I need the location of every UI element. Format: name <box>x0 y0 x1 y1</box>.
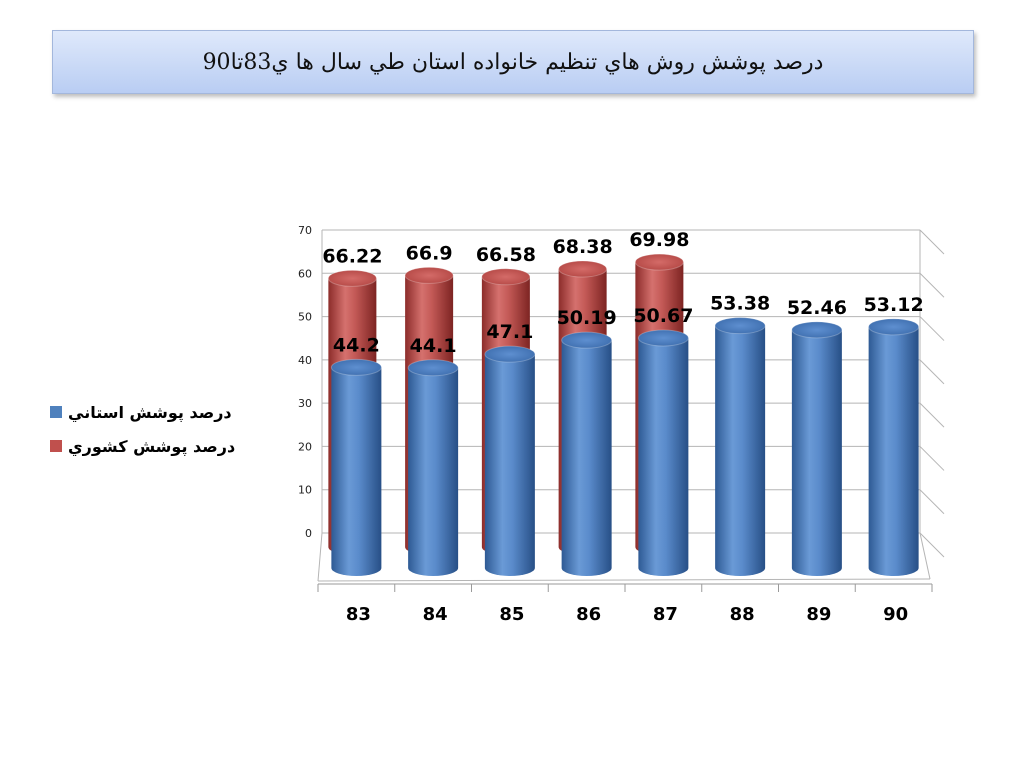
floor-front <box>317 578 931 582</box>
y-tick-label: 10 <box>298 484 312 497</box>
bar-provincial-body <box>791 329 842 576</box>
bar-provincial-top <box>407 359 459 377</box>
bar-provincial <box>561 331 613 576</box>
legend-swatch-blue <box>50 406 62 418</box>
gridline-side <box>919 316 945 341</box>
bar-provincial-body <box>484 354 535 576</box>
bar-provincial-body <box>638 337 689 576</box>
data-label-national: 66.9 <box>406 242 453 264</box>
bar-provincial <box>484 345 536 576</box>
bar-provincial <box>714 317 766 576</box>
x-tick-label: 86 <box>576 604 601 625</box>
bar-national-top <box>481 268 531 286</box>
floor-edge <box>919 532 931 580</box>
x-tick-label: 87 <box>653 604 678 625</box>
bar-provincial-top <box>484 345 536 363</box>
gridline-side <box>919 359 945 385</box>
bar-provincial <box>637 329 689 576</box>
bar-provincial-body <box>868 326 919 576</box>
data-label-national: 66.58 <box>476 244 536 266</box>
gridline-side <box>919 272 945 298</box>
x-tick-label: 89 <box>806 604 831 625</box>
legend-label-provincial: درصد پوشش استاني <box>68 402 232 422</box>
legend-item-national: درصد پوشش كشوري <box>50 429 235 463</box>
legend-label-national: درصد پوشش كشوري <box>68 436 236 456</box>
data-label-provincial: 53.38 <box>710 293 770 315</box>
data-labels: 66.22 66.9 66.58 68.38 69.98 44.2 44.1 47.1 50.1… <box>322 229 923 357</box>
x-tick-label: 90 <box>883 604 908 625</box>
bar-national-top <box>404 266 454 284</box>
data-label-provincial: 47.1 <box>486 321 533 343</box>
y-tick-label: 40 <box>298 354 312 367</box>
data-label-provincial: 50.19 <box>557 307 617 329</box>
bar-provincial <box>868 318 920 576</box>
gridline-side <box>919 229 945 255</box>
data-label-provincial: 50.67 <box>633 305 693 327</box>
legend-item-provincial: درصد پوشش استاني <box>50 395 235 429</box>
bar-national-top <box>327 269 377 287</box>
y-tick-label: 70 <box>298 224 312 237</box>
data-label-national: 66.22 <box>322 245 382 267</box>
title-box: درصد پوشش روش هاي تنظيم خانواده استان طي… <box>52 30 974 94</box>
bar-provincial-top <box>637 329 689 347</box>
data-label-provincial: 53.12 <box>864 294 924 316</box>
legend: درصد پوشش استاني درصد پوشش كشوري <box>50 395 235 463</box>
gridline-side <box>919 489 945 515</box>
x-tick-label: 83 <box>346 604 371 625</box>
gridline-side <box>919 402 945 428</box>
provincial-series <box>330 317 920 576</box>
chart-title: درصد پوشش روش هاي تنظيم خانواده استان طي… <box>202 49 824 75</box>
bar-provincial <box>407 359 459 576</box>
bar-national-top <box>558 260 608 278</box>
data-label-national: 68.38 <box>553 236 613 258</box>
bar-provincial-top <box>868 318 920 336</box>
bar-provincial-top <box>330 358 382 376</box>
x-tick-label: 84 <box>423 604 448 625</box>
bar-provincial-body <box>408 367 459 576</box>
bar-provincial <box>330 358 382 576</box>
gridline-side <box>919 446 945 471</box>
y-tick-label: 60 <box>298 267 312 280</box>
bar-provincial-top <box>791 321 843 339</box>
bar-provincial-body <box>715 325 766 576</box>
bar-provincial-top <box>714 317 766 335</box>
data-label-provincial: 52.46 <box>787 297 847 319</box>
y-tick-label: 50 <box>298 311 312 324</box>
floor-edge <box>317 532 323 582</box>
data-label-provincial: 44.1 <box>410 335 457 357</box>
y-tick-label: 20 <box>298 440 312 453</box>
bar-provincial-top <box>561 331 613 349</box>
bar-provincial-body <box>331 367 382 576</box>
bar-provincial-body <box>561 340 612 576</box>
y-tick-label: 0 <box>305 527 312 540</box>
bar-national-top <box>634 253 684 271</box>
x-tick-label: 88 <box>730 604 755 625</box>
legend-swatch-red <box>50 440 62 452</box>
data-label-national: 69.98 <box>629 229 689 251</box>
y-tick-label: 30 <box>298 397 312 410</box>
axes: 0 10 20 30 40 50 60 70 83 84 85 86 87 88 89 90 <box>298 224 933 625</box>
gridline-side <box>919 532 945 558</box>
data-label-provincial: 44.2 <box>333 334 380 356</box>
x-tick-label: 85 <box>499 604 524 625</box>
bar-provincial <box>791 321 843 576</box>
